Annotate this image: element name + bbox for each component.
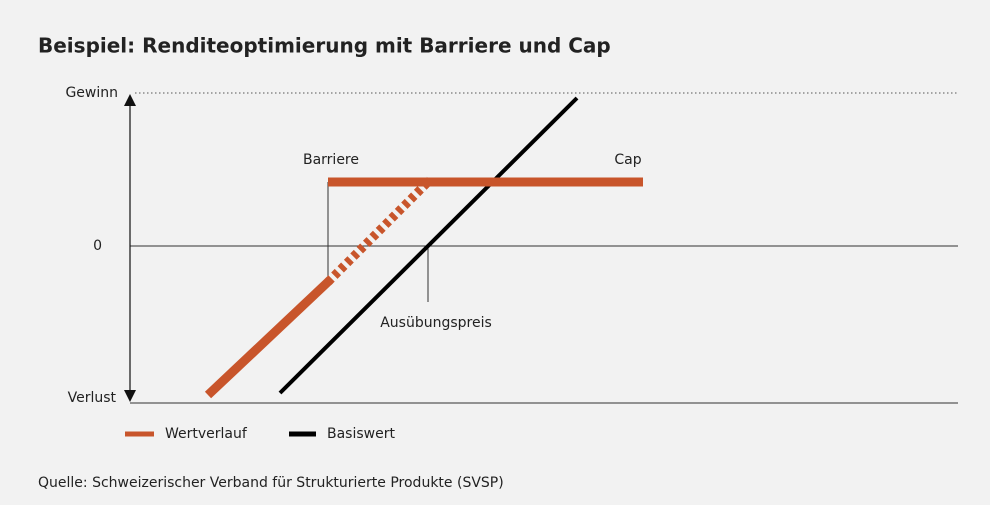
annotation: Ausübungspreis: [380, 315, 492, 331]
payoff-dashed: [324, 176, 434, 286]
legend-label: Wertverlauf: [165, 426, 248, 442]
source: Quelle: Schweizerischer Verband für Stru…: [38, 475, 504, 491]
axis-label: Verlust: [68, 390, 117, 406]
legend-label: Basiswert: [327, 426, 395, 442]
axis-label: Gewinn: [65, 85, 118, 101]
annotation: Cap: [614, 152, 641, 168]
underlying-line: [278, 96, 579, 395]
annotation: Barriere: [303, 152, 359, 168]
axis-label: 0: [93, 238, 102, 254]
payoff-line: [204, 276, 334, 399]
title: Beispiel: Renditeoptimierung mit Barrier…: [38, 34, 611, 58]
